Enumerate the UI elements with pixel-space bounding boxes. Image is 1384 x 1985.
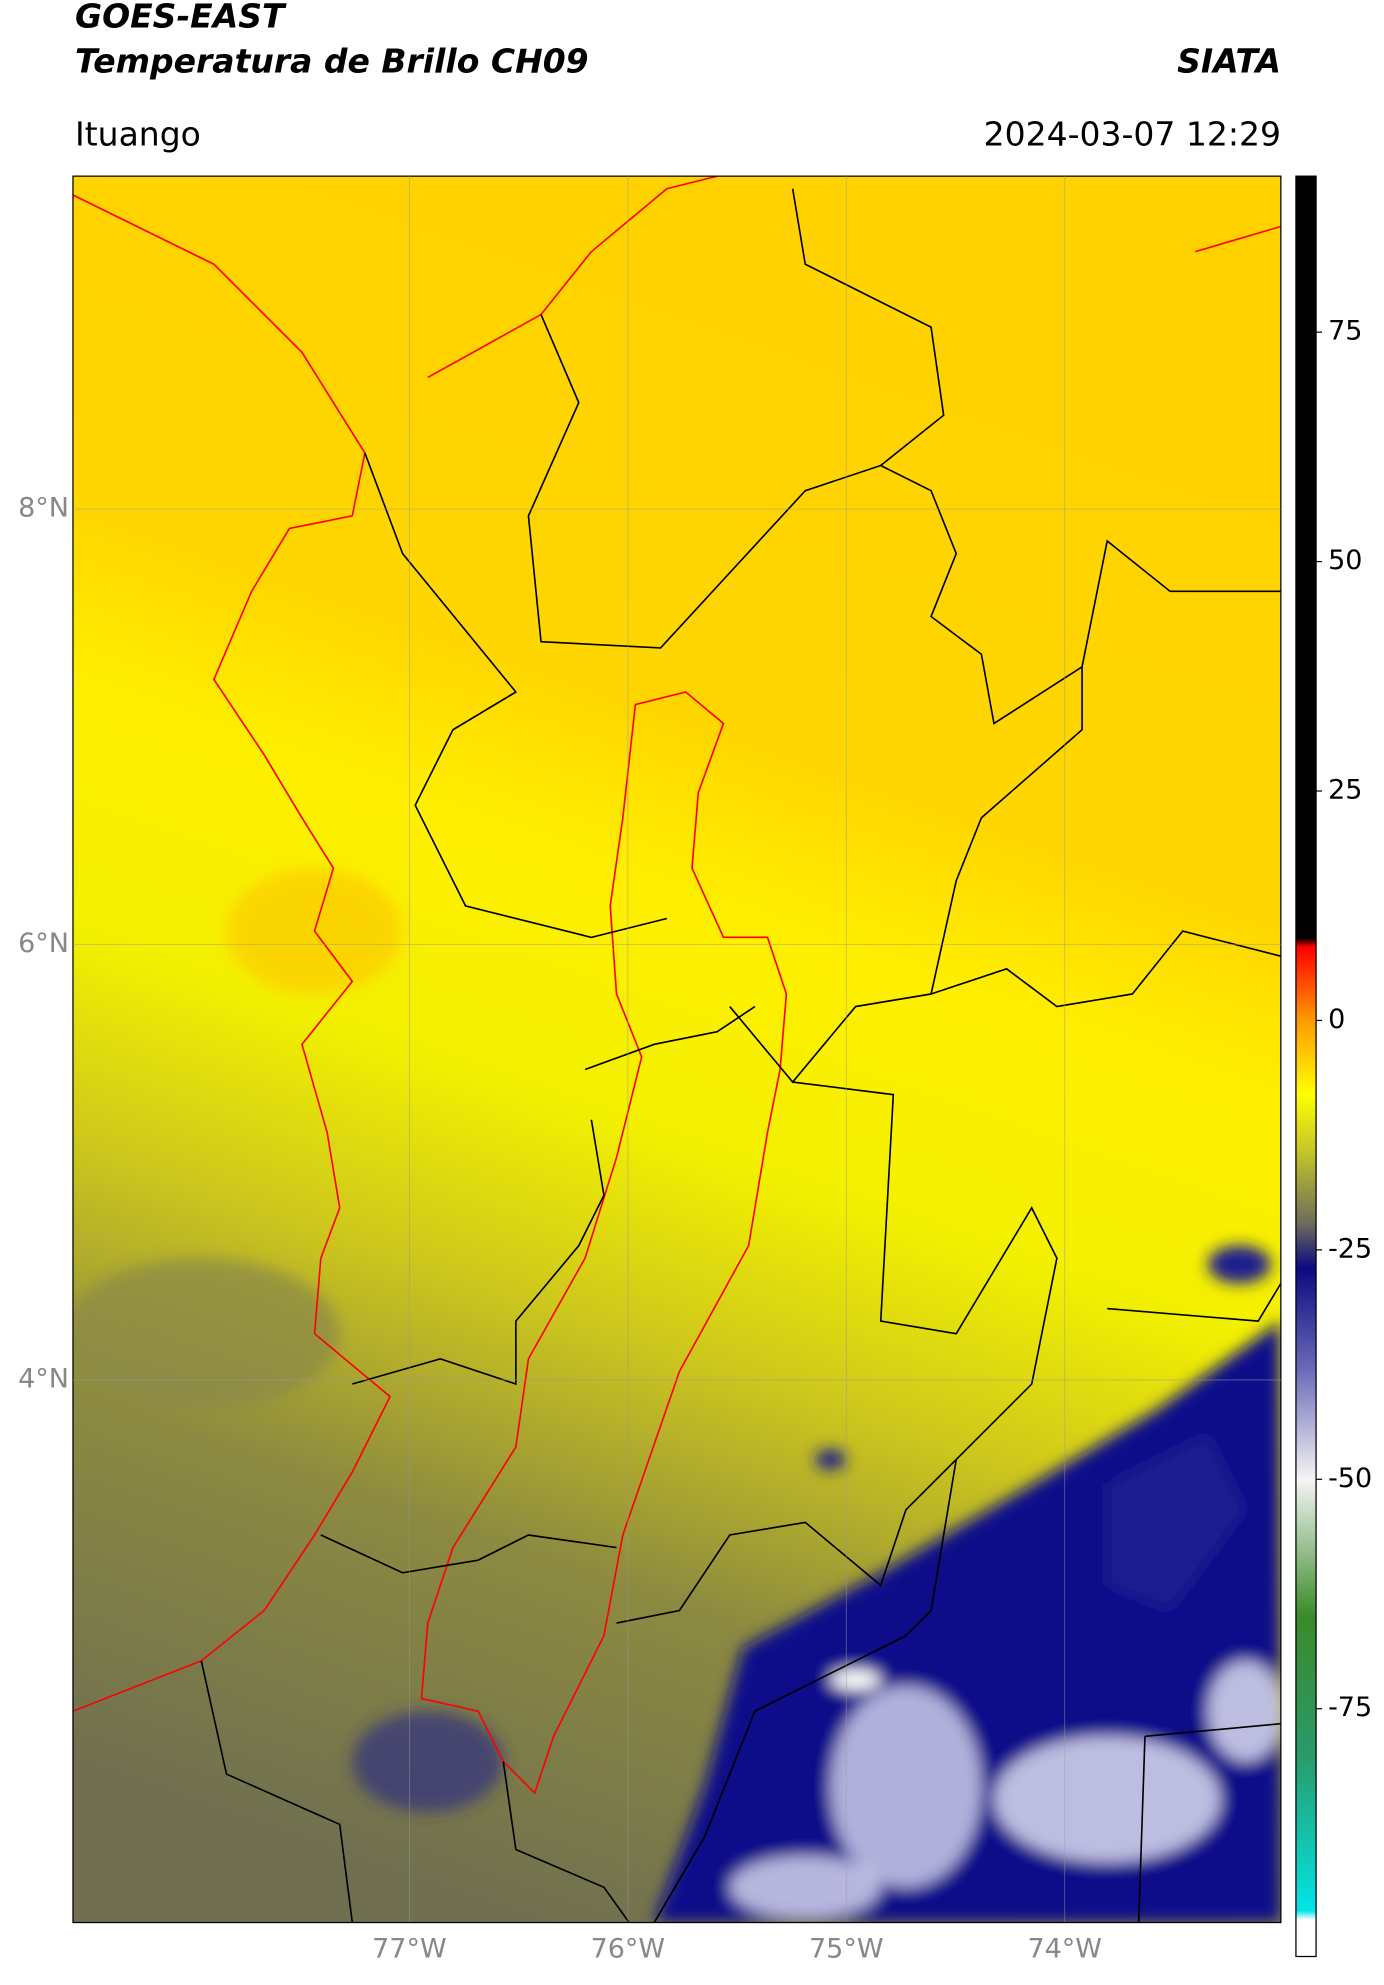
colorbar-tick-label: 50 <box>1328 545 1362 576</box>
x-tick-label: 76°W <box>591 1934 666 1965</box>
colorbar-tick-label: 75 <box>1328 316 1362 347</box>
y-tick-label: 4°N <box>18 1363 69 1394</box>
x-tick-label: 75°W <box>809 1934 884 1965</box>
colorbar-tick-label: -25 <box>1328 1233 1372 1264</box>
x-tick-label: 74°W <box>1027 1934 1102 1965</box>
y-tick-label: 8°N <box>18 493 69 524</box>
y-tick-label: 6°N <box>18 928 69 959</box>
colorbar-tick-label: -50 <box>1328 1463 1372 1494</box>
x-tick-label: 77°W <box>372 1934 447 1965</box>
colorbar-tick-label: -75 <box>1328 1692 1372 1723</box>
colorbar-tick-label: 0 <box>1328 1004 1345 1035</box>
colorbar-tick-label: 25 <box>1328 775 1362 806</box>
title: GOES-EAST <box>75 0 287 36</box>
subtitle: Temperatura de Brillo CH09 <box>75 42 589 81</box>
source: SIATA <box>1177 42 1281 81</box>
datetime: 2024-03-07 12:29 <box>984 115 1281 154</box>
location: Ituango <box>75 115 201 154</box>
map-image <box>72 175 1317 1958</box>
